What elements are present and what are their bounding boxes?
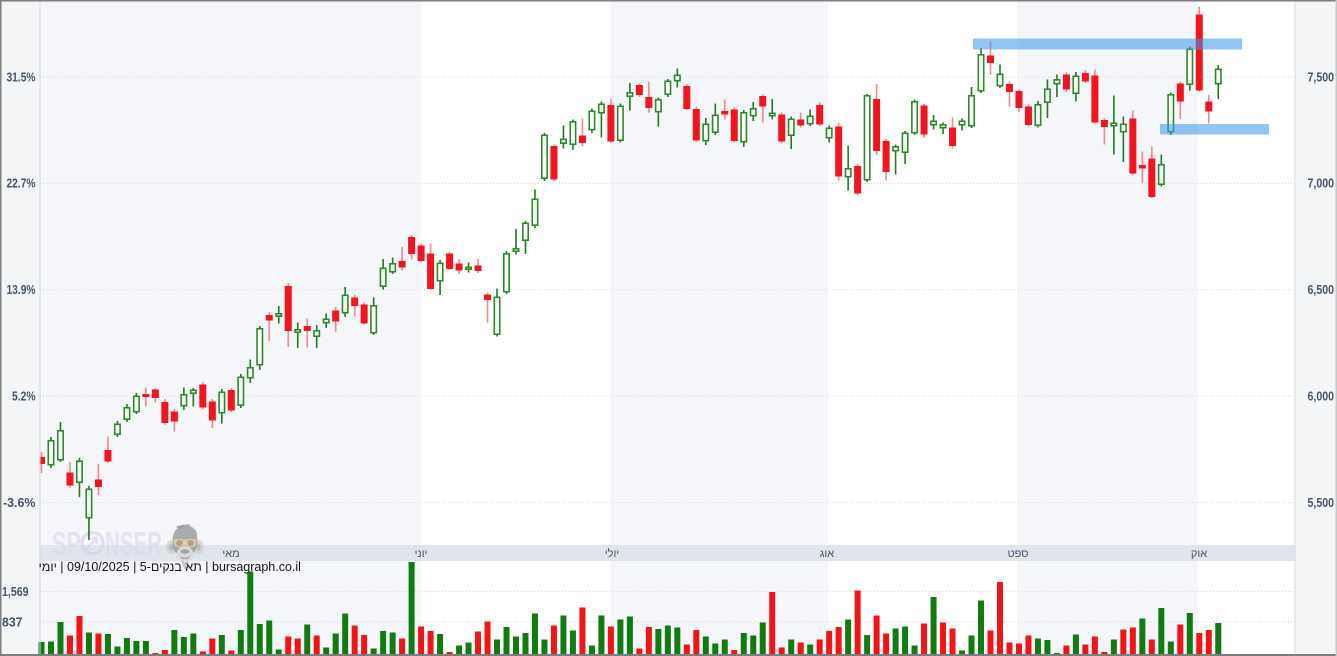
svg-text:837: 837 [2, 616, 23, 630]
svg-text:7,000: 7,000 [1308, 177, 1335, 191]
svg-text:13.9%: 13.9% [7, 283, 36, 297]
svg-text:NSER: NSER [105, 525, 162, 562]
svg-text:22.7%: 22.7% [7, 177, 36, 191]
svg-text:6,500: 6,500 [1308, 283, 1335, 297]
svg-text:מאי: מאי [222, 548, 239, 560]
svg-text:6,000: 6,000 [1308, 390, 1335, 404]
svg-text:5,500: 5,500 [1308, 496, 1335, 510]
svg-text:7,500: 7,500 [1308, 70, 1335, 84]
svg-text:יוני: יוני [415, 548, 428, 560]
svg-text:1,569: 1,569 [2, 585, 29, 599]
svg-text:אוג: אוג [820, 548, 835, 560]
svg-text:-3.6%: -3.6% [3, 496, 36, 510]
svg-text:אוק: אוק [1191, 548, 1207, 560]
svg-text:5.2%: 5.2% [12, 390, 36, 404]
svg-text:31.5%: 31.5% [7, 70, 36, 84]
svg-text:SP: SP [52, 525, 81, 562]
svg-text:יולי: יולי [605, 547, 619, 560]
svg-text:ספט: ספט [1008, 548, 1029, 560]
